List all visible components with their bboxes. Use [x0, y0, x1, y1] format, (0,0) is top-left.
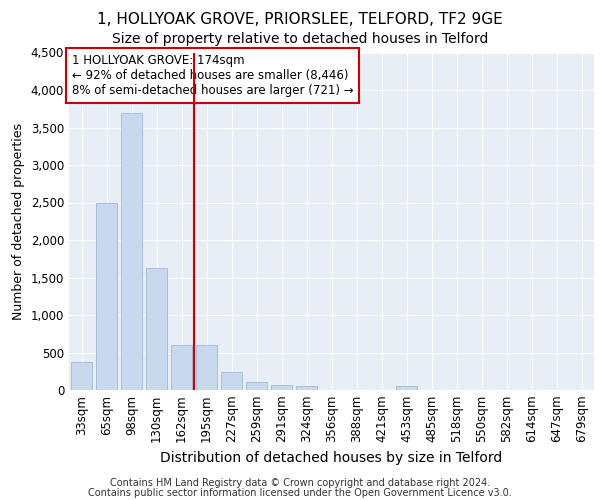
Bar [71, 362, 92, 390]
Text: Contains HM Land Registry data © Crown copyright and database right 2024.: Contains HM Land Registry data © Crown c… [110, 478, 490, 488]
Text: Contains public sector information licensed under the Open Government Licence v3: Contains public sector information licen… [88, 488, 512, 498]
Bar [171, 345, 192, 390]
Bar [296, 386, 317, 390]
Bar [121, 112, 142, 390]
Bar [196, 345, 217, 390]
Y-axis label: Number of detached properties: Number of detached properties [12, 122, 25, 320]
Text: Size of property relative to detached houses in Telford: Size of property relative to detached ho… [112, 32, 488, 46]
Bar [246, 382, 267, 390]
Bar [221, 372, 242, 390]
Bar [146, 268, 167, 390]
Bar [96, 202, 117, 390]
Text: 1, HOLLYOAK GROVE, PRIORSLEE, TELFORD, TF2 9GE: 1, HOLLYOAK GROVE, PRIORSLEE, TELFORD, T… [97, 12, 503, 28]
Bar [271, 385, 292, 390]
X-axis label: Distribution of detached houses by size in Telford: Distribution of detached houses by size … [160, 451, 503, 465]
Bar [396, 386, 417, 390]
Text: 1 HOLLYOAK GROVE: 174sqm
← 92% of detached houses are smaller (8,446)
8% of semi: 1 HOLLYOAK GROVE: 174sqm ← 92% of detach… [71, 54, 353, 97]
